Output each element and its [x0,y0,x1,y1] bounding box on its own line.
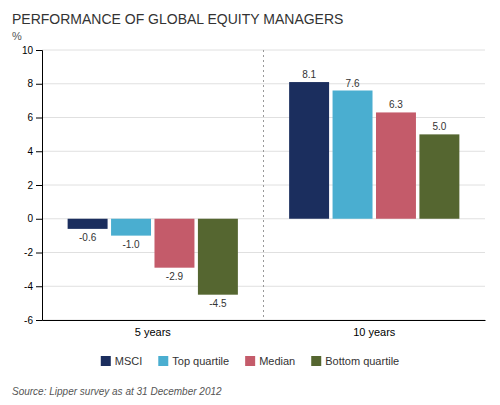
annotation: Source: Lipper survey as at 31 December … [12,386,222,397]
grid-line [42,218,485,219]
data-label: 7.6 [346,78,360,89]
grid-line [42,117,485,118]
data-label: -2.9 [166,271,184,282]
y-tick-label: 0 [27,213,33,224]
x-tick-label: 5 years [135,326,172,338]
y-tick-label: 4 [27,146,33,157]
y-tick-label: -4 [24,281,33,292]
y-tick-mark [36,219,42,220]
chart: PERFORMANCE OF GLOBAL EQUITY MANAGERS-6-… [0,0,500,405]
data-label: -0.6 [79,232,97,243]
y-tick-mark [36,84,42,85]
bar [333,91,373,219]
bar [289,82,329,219]
bar [198,219,238,295]
y-tick: -6 [24,315,42,326]
x-tick-label: 10 years [353,326,396,338]
y-tick-label: -2 [24,247,33,258]
y-tick: 4 [27,146,42,157]
data-label: 6.3 [389,99,403,110]
y-tick: 0 [27,213,42,224]
legend-label: Top quartile [172,355,229,367]
y-tick: -2 [24,247,42,258]
y-axis: -6 -4 -2 0 2 4 6 8 10 [22,45,43,326]
x-tick: 10 years [353,326,396,338]
legend-swatch [311,356,321,366]
bar [376,112,416,218]
divider [263,50,264,320]
y-tick-mark [36,286,42,287]
x-axis: 5 years 10 years [43,321,486,338]
data-label: -1.0 [122,239,140,250]
legend-swatch [245,356,255,366]
y-tick-label: 2 [27,180,33,191]
bar [111,219,151,236]
grid-line [42,252,485,253]
bars [68,82,460,295]
y-axis-line [36,51,43,321]
y-tick-label: -6 [24,315,33,326]
bar [68,219,108,229]
data-label: -4.5 [209,298,227,309]
x-axis-line [43,320,486,321]
y-tick-label: 8 [27,78,33,89]
legend: MSCI Top quartile Median Bottom quartile [101,355,399,367]
data-label: 5.0 [432,121,446,132]
y-tick-label: 6 [27,112,33,123]
grid-line [42,320,485,321]
legend-label: Bottom quartile [325,355,399,367]
y-tick: 8 [27,78,42,89]
legend-swatch [101,356,111,366]
y-label: % [12,30,22,42]
legend-item: MSCI [101,355,143,367]
y-tick: 10 [22,45,42,56]
grid [42,50,485,320]
y-tick-mark [36,185,42,186]
y-tick-mark [36,253,42,254]
data-labels: -0.6 8.1 -1.0 7.6 -2.9 6.3 -4.5 5.0 [79,69,447,309]
legend-swatch [158,356,168,366]
y-tick-mark [36,151,42,152]
bar [419,134,459,218]
legend-label: MSCI [115,355,143,367]
legend-label: Median [259,355,295,367]
legend-item: Bottom quartile [311,355,399,367]
y-tick-mark [36,320,42,321]
legend-item: Median [245,355,295,367]
y-tick: -4 [24,281,42,292]
y-tick: 6 [27,112,42,123]
y-tick-label: 10 [22,45,34,56]
legend-item: Top quartile [158,355,229,367]
data-label: 8.1 [302,69,316,80]
x-tick: 5 years [135,326,172,338]
y-tick-mark [36,50,42,51]
grid-line [42,83,485,84]
y-tick: 2 [27,180,42,191]
bar [154,219,194,268]
y-tick-mark [36,118,42,119]
title: PERFORMANCE OF GLOBAL EQUITY MANAGERS [12,11,343,27]
plot: -6 -4 -2 0 2 4 6 8 10 5 years 10 years -0.6 8.1 -1.0 7… [22,45,486,338]
